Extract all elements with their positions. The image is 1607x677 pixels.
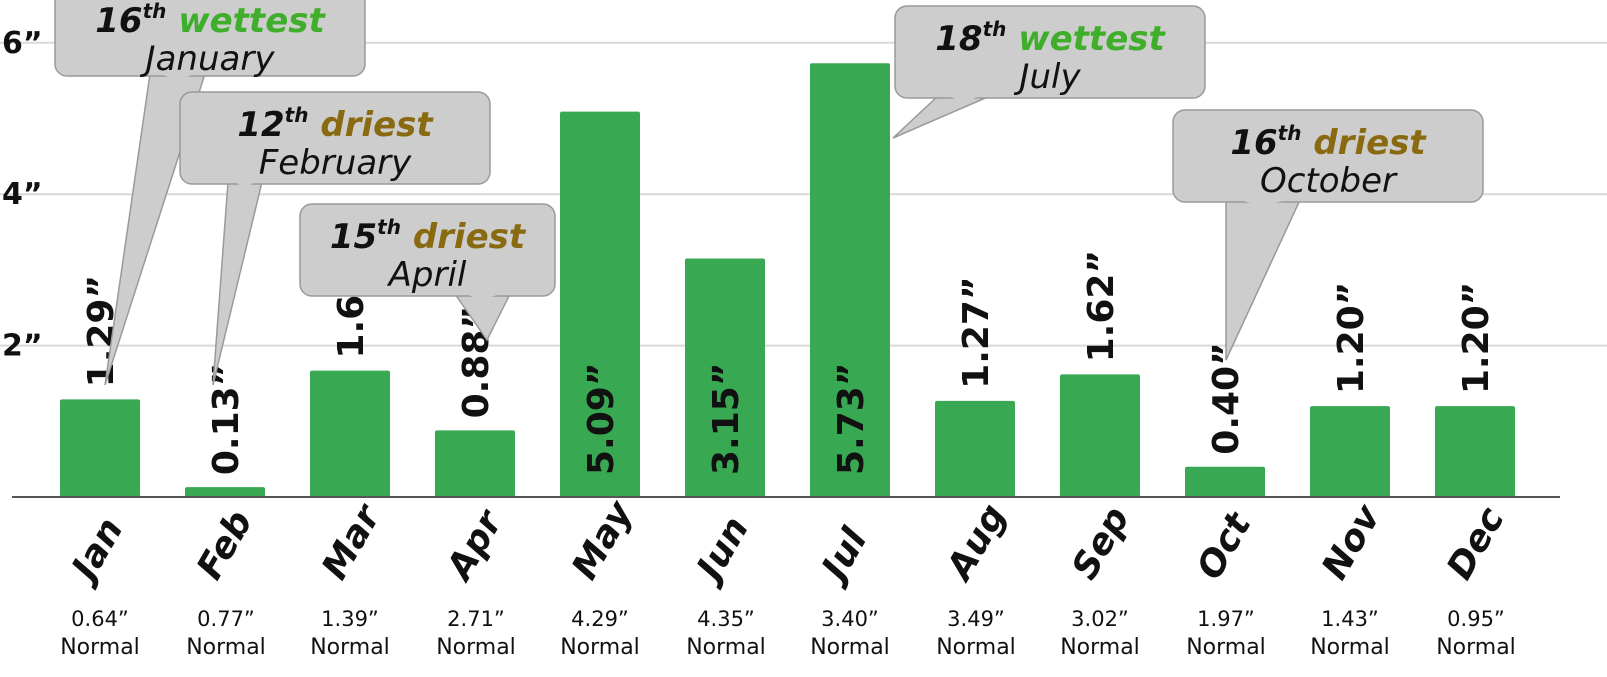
callout-month: February — [259, 143, 412, 183]
callout-rank: 16th driest — [1230, 121, 1427, 163]
callout-rank: 12th driest — [237, 103, 434, 145]
month-label: Nov — [1314, 497, 1389, 587]
normal-value: 4.35” — [697, 607, 755, 631]
normal-value: 1.43” — [1321, 607, 1379, 631]
value-label: 1.20” — [1331, 282, 1372, 394]
month-label: May — [564, 493, 642, 586]
bar-dec — [1435, 406, 1515, 497]
callout-box — [54, 0, 366, 77]
callout-rank: 16th wettest — [95, 0, 326, 41]
normal-label: Normal — [436, 635, 516, 660]
value-label: 5.09” — [581, 363, 622, 475]
month-label: Feb — [189, 504, 260, 587]
y-tick-label: 6” — [2, 26, 43, 61]
normal-label: Normal — [60, 635, 140, 660]
bar-oct — [1185, 466, 1265, 497]
month-label: Oct — [1189, 505, 1260, 587]
bar-may — [560, 111, 640, 497]
normal-label: Normal — [310, 635, 390, 660]
value-label: 0.40” — [1206, 342, 1247, 454]
callout-box — [1172, 109, 1484, 203]
value-label: 1.27” — [956, 276, 997, 388]
callout-rank: 18th wettest — [935, 17, 1166, 59]
normal-label: Normal — [936, 635, 1016, 660]
bar-sep — [1060, 374, 1140, 497]
value-label: 0.13” — [206, 363, 247, 475]
callout-month: October — [1260, 161, 1398, 201]
callout-pointer — [1225, 199, 1302, 361]
normal-label: Normal — [1436, 635, 1516, 660]
value-label: 5.73” — [831, 363, 872, 475]
bar-jan — [60, 399, 140, 497]
normal-label: Normal — [1310, 635, 1390, 660]
normal-value: 1.39” — [321, 607, 379, 631]
callout-month: January — [140, 39, 276, 79]
bars — [60, 63, 1515, 497]
normal-value: 4.29” — [571, 607, 629, 631]
callout-box — [179, 91, 491, 185]
y-axis-ticks: 2” 4” 6” — [2, 26, 43, 364]
month-label: Mar — [314, 497, 390, 587]
y-tick-label: 4” — [2, 177, 43, 212]
callout-box — [894, 5, 1206, 99]
callout-pointer — [212, 181, 263, 386]
value-labels: 1.29”0.13”1.67”0.88”5.09” 3.15” 5.73”1.27”… — [81, 246, 1497, 475]
value-label: 3.15” — [706, 363, 747, 475]
bar-nov — [1310, 406, 1390, 497]
normal-value: 3.49” — [947, 607, 1005, 631]
bar-jun — [685, 258, 765, 497]
normal-value: 3.40” — [821, 607, 879, 631]
bar-aug — [935, 400, 1015, 497]
month-label: Sep — [1064, 500, 1138, 586]
normal-value: 0.95” — [1447, 607, 1505, 631]
normal-values: 0.64” Normal 0.77” Normal 1.39” Normal 2.71” No… — [60, 607, 1516, 660]
value-label: 1.62” — [1081, 250, 1122, 362]
callout-rank: 15th driest — [330, 215, 527, 257]
month-label: Dec — [1439, 500, 1512, 586]
normal-label: Normal — [686, 635, 766, 660]
bar-feb — [185, 487, 265, 497]
normal-value: 0.77” — [197, 607, 255, 631]
normal-value: 2.71” — [447, 607, 505, 631]
normal-label: Normal — [1060, 635, 1140, 660]
month-label: Apr — [438, 502, 512, 589]
bar-apr — [435, 430, 515, 497]
month-labels: Jan Feb Mar Apr May Jun Jul Aug Sep Oct Nov Dec — [61, 493, 1512, 591]
month-label: Aug — [938, 497, 1015, 589]
bar-mar — [310, 370, 390, 497]
normal-value: 0.64” — [71, 607, 129, 631]
normal-value: 3.02” — [1071, 607, 1129, 631]
callout-pointer — [892, 95, 991, 139]
month-label: Jun — [686, 510, 757, 592]
normal-label: Normal — [186, 635, 266, 660]
callout-month: April — [387, 255, 467, 295]
month-label: Jul — [811, 521, 876, 592]
y-tick-label: 2” — [2, 329, 43, 364]
callout-month: July — [1013, 57, 1081, 97]
bar-jul — [810, 63, 890, 497]
callout-box — [299, 203, 556, 297]
normal-label: Normal — [1186, 635, 1266, 660]
month-label: Jan — [61, 511, 131, 592]
normal-label: Normal — [810, 635, 890, 660]
normal-value: 1.97” — [1197, 607, 1255, 631]
value-label: 1.20” — [1456, 282, 1497, 394]
normal-label: Normal — [560, 635, 640, 660]
